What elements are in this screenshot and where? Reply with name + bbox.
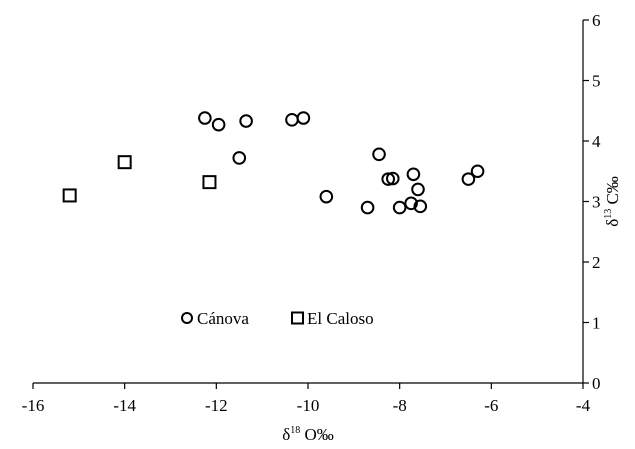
point-canova [385,171,400,186]
y-tick-label: 0 [592,374,601,393]
point-canova [296,111,311,125]
point-canova [211,117,226,132]
legend-label-canova: Cánova [197,309,249,328]
y-tick-label: 4 [592,132,601,151]
x-ticks: -16 -14 -12 -10 -8 -6 -4 [22,383,591,415]
legend-marker-el-caloso [291,311,304,325]
point-el-caloso [117,155,132,170]
point-canova [392,200,407,215]
point-canova [319,189,334,204]
legend-marker-canova [181,312,193,324]
point-canova [411,182,425,197]
y-tick-label: 1 [592,314,601,333]
y-axis-title: δ13 C‰ [603,176,622,227]
x-tick-label: -4 [576,396,591,415]
legend-label-el-caloso: El Caloso [307,309,374,328]
y-ticks: 0 1 2 3 4 5 6 [583,11,601,393]
point-canova [360,200,375,215]
x-tick-label: -10 [297,396,320,415]
x-tick-label: -12 [205,396,228,415]
x-tick-label: -16 [22,396,45,415]
y-tick-label: 6 [592,11,601,30]
point-el-caloso [62,188,77,203]
point-canova [381,172,396,186]
point-canova [404,196,418,211]
legend: Cánova El Caloso [181,309,374,328]
axes: -16 -14 -12 -10 -8 -6 -4 0 1 2 3 4 5 6 [22,11,601,415]
x-axis-title: δ18 O‰ [282,425,334,444]
y-tick-label: 5 [592,72,601,91]
point-canova [198,111,212,125]
x-tick-label: -6 [484,396,498,415]
point-el-caloso [202,175,217,190]
y-tick-label: 2 [592,253,601,272]
point-canova [461,172,476,186]
data-points [62,111,485,215]
point-canova [285,113,299,127]
y-tick-label: 3 [592,193,601,212]
x-tick-label: -14 [113,396,136,415]
point-canova [239,114,253,128]
x-tick-label: -8 [393,396,407,415]
point-canova [413,199,428,214]
point-canova [372,147,386,162]
point-canova [232,151,247,165]
point-canova [406,167,421,182]
point-canova [470,164,485,179]
